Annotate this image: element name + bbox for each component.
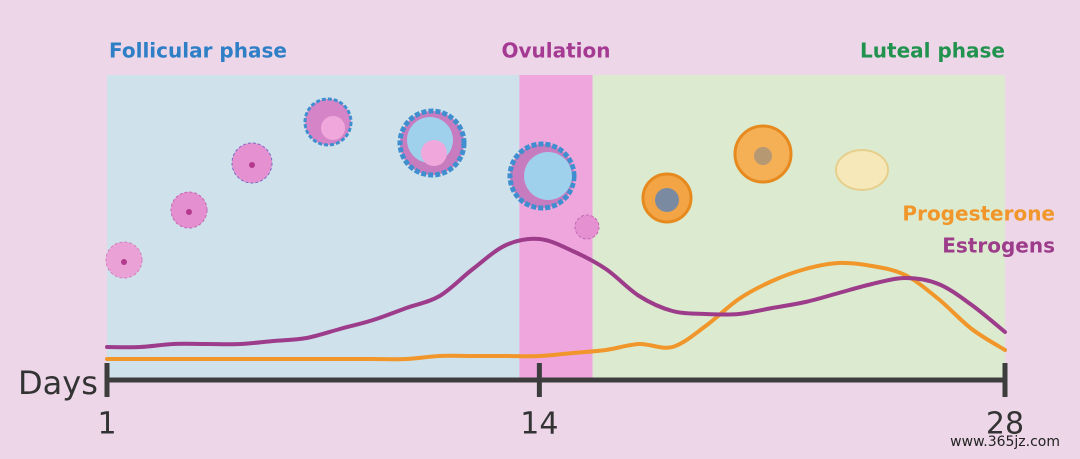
cells (105, 97, 889, 279)
legend-entry: Progesterone (902, 202, 1055, 226)
phase-label: Ovulation (501, 39, 610, 63)
watermark: www.365jz.com (950, 434, 1060, 450)
lines (105, 236, 1007, 362)
series-line (105, 260, 1007, 362)
corpus-luteum-core (754, 147, 772, 165)
series-line (105, 236, 1007, 350)
phase-label: Follicular phase (109, 39, 287, 63)
cell-nucleus (186, 209, 192, 215)
x-tick-label: 1 (97, 407, 116, 442)
legend-entry: Estrogens (942, 234, 1055, 258)
corpus-luteum-core (655, 188, 679, 212)
x-tick-label: 28 (986, 407, 1024, 442)
cell-nucleus (121, 259, 127, 265)
cell-oocyte (321, 116, 345, 140)
corpus-albicans (835, 149, 889, 191)
cell-oocyte (421, 140, 447, 166)
cell-nucleus (249, 162, 255, 168)
phase-label: Luteal phase (860, 39, 1005, 63)
x-tick-label: 14 (520, 407, 558, 442)
phases (107, 75, 1005, 380)
phase-band (592, 75, 1005, 380)
x-axis-label: Days (18, 364, 98, 402)
cell (574, 214, 600, 240)
cell-antrum (524, 152, 572, 200)
